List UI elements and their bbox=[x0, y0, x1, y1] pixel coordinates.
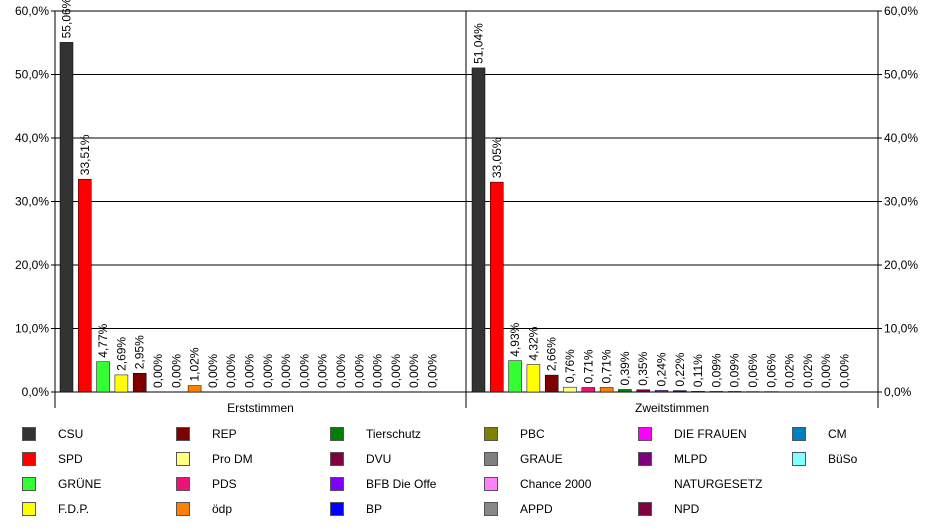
data-labels: 55,06% 33,51% 4,77% 2,69% 2,95% 0,00% 0,00% 1,0… bbox=[60, 0, 852, 388]
data-label: 0,76% bbox=[563, 349, 577, 383]
data-label: 2,66% bbox=[545, 337, 559, 371]
data-label: 51,04% bbox=[472, 23, 486, 64]
bar-csu bbox=[59, 42, 74, 393]
data-label: 55,06% bbox=[60, 0, 74, 38]
data-label: 0,00% bbox=[819, 354, 833, 388]
data-label: 0,00% bbox=[151, 354, 165, 388]
bar-bp bbox=[673, 390, 687, 393]
data-label: 0,00% bbox=[352, 354, 366, 388]
data-label: 0,02% bbox=[783, 354, 797, 388]
data-label: 0,00% bbox=[243, 354, 257, 388]
data-label: 0,09% bbox=[709, 353, 723, 387]
y-tick-label-right: 50,0% bbox=[884, 68, 918, 82]
y-tick-label-left: 10,0% bbox=[15, 322, 49, 336]
bar-pbc bbox=[691, 391, 705, 393]
data-label: 0,02% bbox=[801, 354, 815, 388]
bar-grüne bbox=[96, 361, 110, 393]
data-label: 2,69% bbox=[114, 337, 128, 371]
bar-ödp bbox=[187, 385, 202, 393]
group-label: Zweitstimmen bbox=[635, 401, 709, 415]
bar-spd bbox=[78, 178, 92, 393]
bar-f-d-p- bbox=[114, 374, 129, 393]
y-tick-label-right: 20,0% bbox=[884, 258, 918, 272]
data-label: 4,93% bbox=[508, 322, 522, 356]
data-label: 33,05% bbox=[490, 137, 504, 178]
bar-chance-2000 bbox=[727, 391, 742, 393]
data-label: 0,00% bbox=[334, 354, 348, 388]
y-tick-label-right: 40,0% bbox=[884, 131, 918, 145]
y-tick-label-right: 30,0% bbox=[884, 195, 918, 209]
data-label: 0,00% bbox=[407, 354, 421, 388]
y-tick-label-right: 10,0% bbox=[884, 322, 918, 336]
bar-rep bbox=[132, 373, 147, 393]
bar-pro-dm bbox=[563, 386, 577, 393]
data-label: 0,00% bbox=[206, 354, 220, 388]
bar-pds bbox=[581, 387, 596, 393]
bar-dvu bbox=[636, 389, 650, 393]
bars bbox=[59, 42, 815, 393]
y-tick-label-left: 20,0% bbox=[15, 258, 49, 272]
group-label: Erststimmen bbox=[227, 401, 294, 415]
data-label: 0,22% bbox=[673, 352, 687, 386]
y-tick-label-left: 30,0% bbox=[15, 195, 49, 209]
data-label: 0,39% bbox=[618, 351, 632, 385]
data-label: 4,32% bbox=[526, 326, 540, 360]
data-label: 0,00% bbox=[389, 354, 403, 388]
y-tick-label-right: 0,0% bbox=[884, 385, 912, 399]
data-label: 0,00% bbox=[224, 354, 238, 388]
bar-spd bbox=[490, 181, 504, 393]
bar-tierschutz bbox=[618, 389, 632, 393]
data-label: 2,95% bbox=[133, 335, 147, 369]
bar-grüne bbox=[508, 360, 522, 393]
y-tick-label-left: 60,0% bbox=[15, 4, 49, 18]
data-label: 0,24% bbox=[655, 352, 669, 386]
data-label: 0,35% bbox=[636, 351, 650, 385]
data-label: 1,02% bbox=[188, 347, 202, 381]
data-label: 0,09% bbox=[728, 353, 742, 387]
data-label: 33,51% bbox=[78, 134, 92, 175]
data-label: 0,00% bbox=[169, 354, 183, 388]
axes: 0,0% 0,0% 10,0% 10,0% 20,0% 20,0% 30,0% 30,0% 40… bbox=[15, 4, 918, 415]
y-tick-label-right: 60,0% bbox=[884, 4, 918, 18]
data-label: 0,00% bbox=[371, 354, 385, 388]
bar-csu bbox=[471, 67, 486, 393]
data-label: 0,06% bbox=[764, 353, 778, 387]
data-label: 0,00% bbox=[297, 354, 311, 388]
y-tick-label-left: 50,0% bbox=[15, 68, 49, 82]
bar-graue bbox=[709, 391, 724, 393]
data-label: 0,00% bbox=[426, 354, 440, 388]
data-label: 0,71% bbox=[600, 349, 614, 383]
data-label: 0,00% bbox=[279, 354, 293, 388]
data-label: 0,06% bbox=[746, 353, 760, 387]
data-label: 0,00% bbox=[838, 354, 852, 388]
data-label: 0,71% bbox=[581, 349, 595, 383]
bar-f-d-p- bbox=[526, 364, 541, 393]
data-label: 0,00% bbox=[261, 354, 275, 388]
data-label: 4,77% bbox=[96, 323, 110, 357]
bar-rep bbox=[544, 374, 559, 393]
data-label: 0,00% bbox=[316, 354, 330, 388]
y-tick-label-left: 40,0% bbox=[15, 131, 49, 145]
bar-ödp bbox=[599, 387, 614, 393]
bar-bfb-die-offe bbox=[654, 390, 669, 393]
y-tick-label-left: 0,0% bbox=[22, 385, 50, 399]
data-label: 0,11% bbox=[691, 354, 705, 387]
